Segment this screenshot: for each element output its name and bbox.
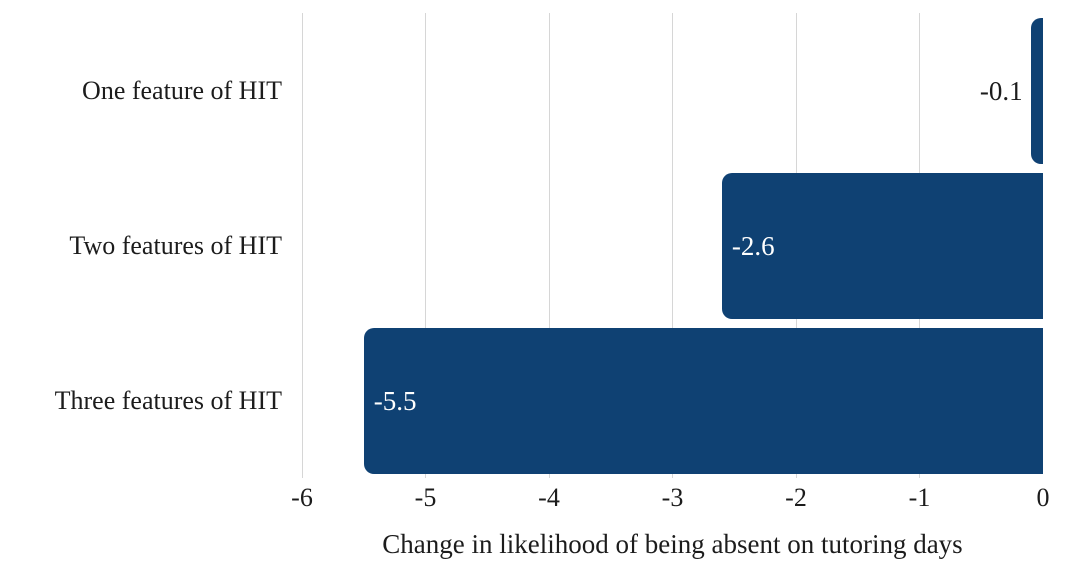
x-tick-label: -1 [908, 483, 931, 512]
data-label: -2.6 [731, 230, 775, 261]
category-label: Three features of HIT [54, 385, 282, 415]
category-label: Two features of HIT [69, 230, 282, 260]
gridline [425, 13, 426, 478]
bar-1 [1030, 18, 1043, 164]
bar-2 [721, 173, 1043, 319]
x-tick-label: -6 [291, 483, 313, 512]
data-label: -0.1 [979, 75, 1023, 106]
x-axis-ticks: -6 -5 -4 -3 -2 -1 0 [0, 483, 1080, 515]
x-axis-title: Change in likelihood of being absent on … [382, 529, 963, 559]
gridline [548, 13, 550, 478]
x-tick-label: -5 [414, 483, 437, 512]
x-tick-label: -2 [785, 483, 807, 512]
x-tick-label: 0 [1036, 483, 1050, 512]
data-label: -5.5 [373, 385, 417, 416]
gridline [301, 13, 303, 478]
plot-area: -0.1 -2.6 -5.5 [301, 13, 1043, 478]
gridline [672, 13, 673, 478]
bar-3 [363, 328, 1043, 474]
category-axis: One feature of HIT Two features of HIT Thr… [0, 13, 282, 478]
x-tick-label: -4 [538, 483, 560, 512]
category-label: One feature of HIT [82, 75, 282, 105]
x-tick-label: -3 [661, 483, 684, 512]
